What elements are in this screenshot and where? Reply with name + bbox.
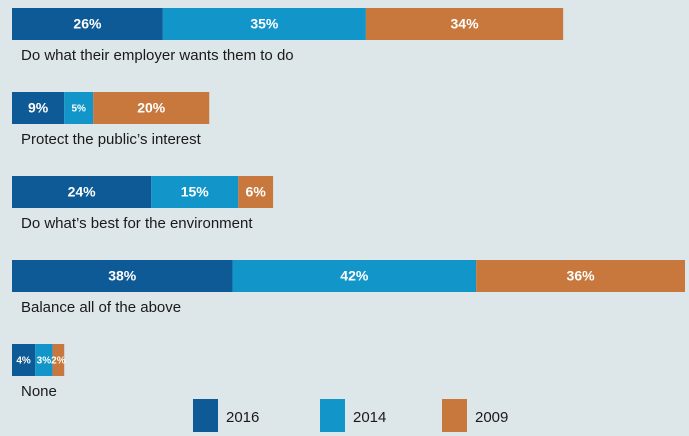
- category-label: Do what their employer wants them to do: [21, 47, 294, 64]
- value-label: 24%: [68, 184, 97, 200]
- value-label: 5%: [71, 104, 86, 115]
- category-label: None: [21, 383, 57, 400]
- legend-label: 2009: [475, 409, 508, 426]
- legend-swatch: [320, 399, 345, 432]
- bar-segment: [93, 92, 210, 124]
- bar-segment: [162, 8, 366, 40]
- legend-swatch: [193, 399, 218, 432]
- value-label: 20%: [137, 100, 166, 116]
- value-label: 36%: [567, 268, 596, 284]
- bar-segment: [12, 176, 152, 208]
- category-label: Balance all of the above: [21, 299, 181, 316]
- legend-swatch: [442, 399, 467, 432]
- value-label: 6%: [246, 184, 267, 200]
- bar-segment: [12, 344, 36, 376]
- bar-segment: [151, 176, 239, 208]
- bar-segment: [12, 92, 65, 124]
- value-label: 3%: [37, 356, 52, 367]
- value-label: 15%: [181, 184, 210, 200]
- value-label: 2%: [51, 356, 66, 367]
- bar-segment: [476, 260, 685, 292]
- value-label: 9%: [28, 100, 49, 116]
- bar-segment: [238, 176, 274, 208]
- category-label: Do what’s best for the environment: [21, 215, 253, 232]
- bar-segment: [12, 260, 233, 292]
- value-label: 34%: [451, 16, 480, 32]
- legend-label: 2016: [226, 409, 259, 426]
- bar-segment: [12, 8, 163, 40]
- value-label: 35%: [250, 16, 279, 32]
- legend-label: 2014: [353, 409, 386, 426]
- value-label: 4%: [16, 356, 31, 367]
- bar-segment: [52, 344, 65, 376]
- bar-segment: [365, 8, 564, 40]
- bar-segment: [232, 260, 477, 292]
- value-label: 26%: [73, 16, 102, 32]
- bar-segment: [35, 344, 53, 376]
- value-label: 42%: [340, 268, 369, 284]
- category-label: Protect the public’s interest: [21, 131, 202, 148]
- bar-segment: [64, 92, 94, 124]
- value-label: 38%: [108, 268, 137, 284]
